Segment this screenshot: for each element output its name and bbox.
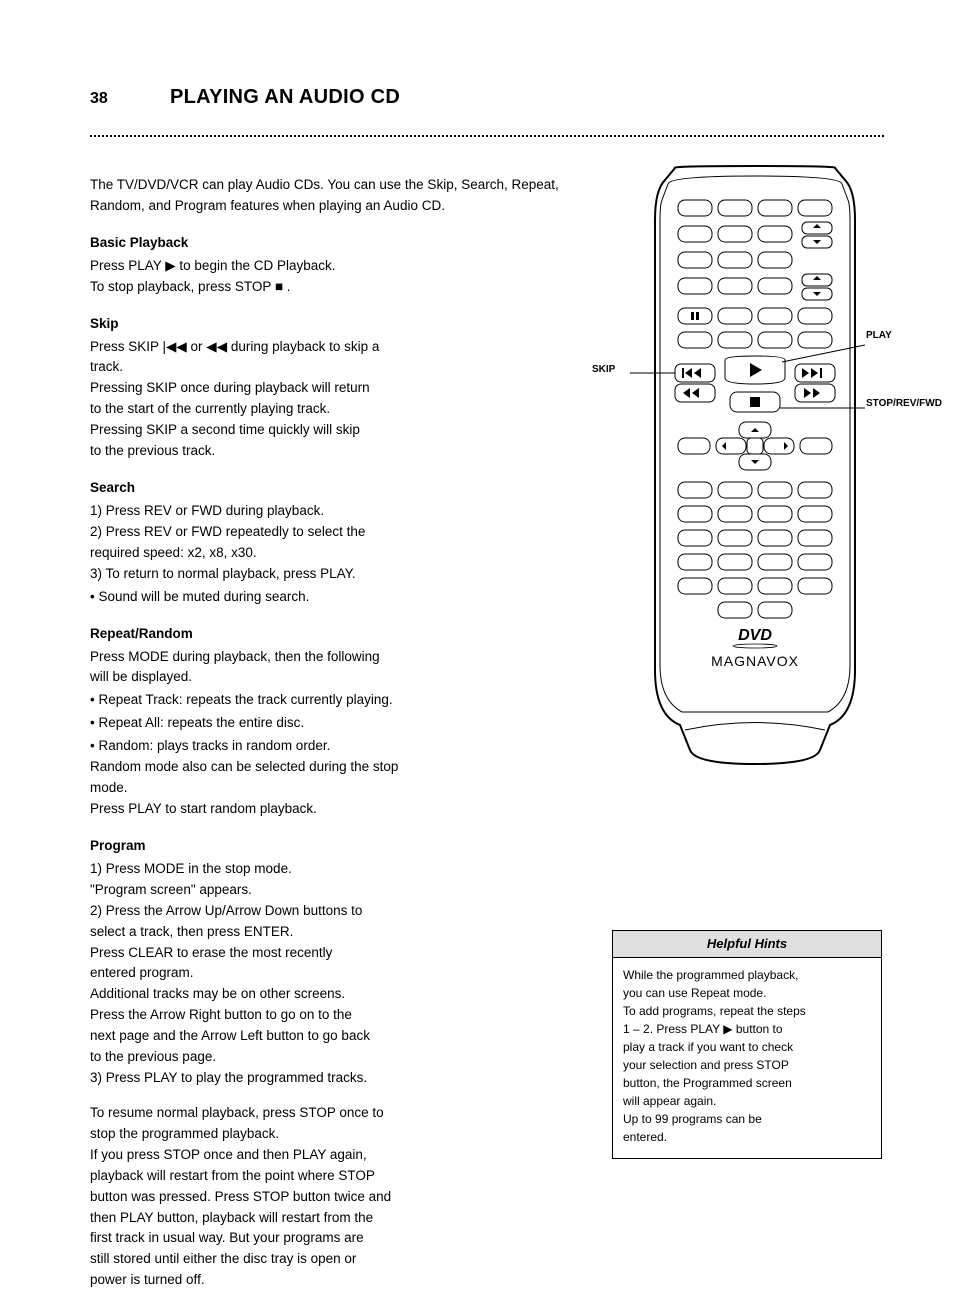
hints-title: Helpful Hints [613, 931, 881, 958]
hint-line: your selection and press STOP [623, 1056, 871, 1074]
body-resume: To resume normal playback, press STOP on… [90, 1103, 590, 1291]
line: 3) To return to normal playback, press P… [90, 564, 590, 585]
line: button was pressed. Press STOP button tw… [90, 1187, 590, 1208]
line: 2) Press the Arrow Up/Arrow Down buttons… [90, 901, 590, 922]
bullet: • Repeat Track: repeats the track curren… [90, 690, 590, 711]
hints-body: While the programmed playback, you can u… [613, 958, 881, 1158]
label-stop: STOP/REV/FWD [866, 398, 942, 409]
heading-basic-playback: Basic Playback [90, 233, 590, 254]
line: playback will restart from the point whe… [90, 1166, 590, 1187]
line: to the start of the currently playing tr… [90, 399, 590, 420]
page-title: PLAYING AN AUDIO CD [170, 86, 400, 109]
body-search: 1) Press REV or FWD during playback. 2) … [90, 501, 590, 608]
line: To stop playback, press STOP ■ . [90, 277, 590, 298]
intro-text: The TV/DVD/VCR can play Audio CDs. You c… [90, 175, 590, 217]
line: track. [90, 357, 590, 378]
line: Press PLAY to start random playback. [90, 799, 590, 820]
line: Additional tracks may be on other screen… [90, 984, 590, 1005]
line: Press the Arrow Right button to go on to… [90, 1005, 590, 1026]
hint-line: 1 – 2. Press PLAY ▶ button to [623, 1020, 871, 1038]
hint-line: To add programs, repeat the steps [623, 1002, 871, 1020]
line: 2) Press REV or FWD repeatedly to select… [90, 522, 590, 543]
line: To resume normal playback, press STOP on… [90, 1103, 590, 1124]
line: power is turned off. [90, 1270, 590, 1291]
line: If you press STOP once and then PLAY aga… [90, 1145, 590, 1166]
heading-program: Program [90, 836, 590, 857]
line: 1) Press REV or FWD during playback. [90, 501, 590, 522]
heading-repeat-random: Repeat/Random [90, 624, 590, 645]
line: then PLAY button, playback will restart … [90, 1208, 590, 1229]
line: "Program screen" appears. [90, 880, 590, 901]
line: required speed: x2, x8, x30. [90, 543, 590, 564]
divider [90, 135, 884, 137]
body-program: 1) Press MODE in the stop mode. "Program… [90, 859, 590, 1089]
line: Press PLAY ▶ to begin the CD Playback. [90, 256, 590, 277]
line: to the previous page. [90, 1047, 590, 1068]
line: to the previous track. [90, 441, 590, 462]
hint-line: While the programmed playback, [623, 966, 871, 984]
hint-line: play a track if you want to check [623, 1038, 871, 1056]
line: mode. [90, 778, 590, 799]
brand-text: MAGNAVOX [711, 653, 799, 669]
hint-line: will appear again. [623, 1092, 871, 1110]
line: Random mode also can be selected during … [90, 757, 590, 778]
heading-skip: Skip [90, 314, 590, 335]
hint-line: Up to 99 programs can be [623, 1110, 871, 1128]
line: 1) Press MODE in the stop mode. [90, 859, 590, 880]
line: entered program. [90, 963, 590, 984]
line: next page and the Arrow Left button to g… [90, 1026, 590, 1047]
remote-svg: DVD MAGNAVOX [630, 160, 880, 770]
bullet: • Repeat All: repeats the entire disc. [90, 713, 590, 734]
line: Press MODE during playback, then the fol… [90, 647, 590, 668]
line: will be displayed. [90, 667, 590, 688]
bullet: • Random: plays tracks in random order. [90, 736, 590, 757]
line: first track in usual way. But your progr… [90, 1228, 590, 1249]
line: Pressing SKIP once during playback will … [90, 378, 590, 399]
body-basic-playback: Press PLAY ▶ to begin the CD Playback. T… [90, 256, 590, 298]
hint-line: entered. [623, 1128, 871, 1146]
remote-illustration: DVD MAGNAVOX SKIP PLAY STOP/REV/FWD [630, 160, 880, 770]
hint-line: button, the Programmed screen [623, 1074, 871, 1092]
dvd-logo-text: DVD [738, 627, 772, 644]
hint-line: you can use Repeat mode. [623, 984, 871, 1002]
body-repeat-random: Press MODE during playback, then the fol… [90, 647, 590, 820]
bullet: • Sound will be muted during search. [90, 587, 590, 608]
line: Press SKIP |◀◀ or ◀◀ during playback to … [90, 337, 590, 358]
page-number: 38 [90, 90, 108, 108]
line: Press CLEAR to erase the most recently [90, 943, 590, 964]
label-skip: SKIP [592, 364, 615, 375]
line: Pressing SKIP a second time quickly will… [90, 420, 590, 441]
body-skip: Press SKIP |◀◀ or ◀◀ during playback to … [90, 337, 590, 463]
line: 3) Press PLAY to play the programmed tra… [90, 1068, 590, 1089]
content-column: The TV/DVD/VCR can play Audio CDs. You c… [90, 175, 590, 1291]
line: stop the programmed playback. [90, 1124, 590, 1145]
line: select a track, then press ENTER. [90, 922, 590, 943]
hints-box: Helpful Hints While the programmed playb… [612, 930, 882, 1159]
label-play: PLAY [866, 330, 892, 341]
line: still stored until either the disc tray … [90, 1249, 590, 1270]
heading-search: Search [90, 478, 590, 499]
